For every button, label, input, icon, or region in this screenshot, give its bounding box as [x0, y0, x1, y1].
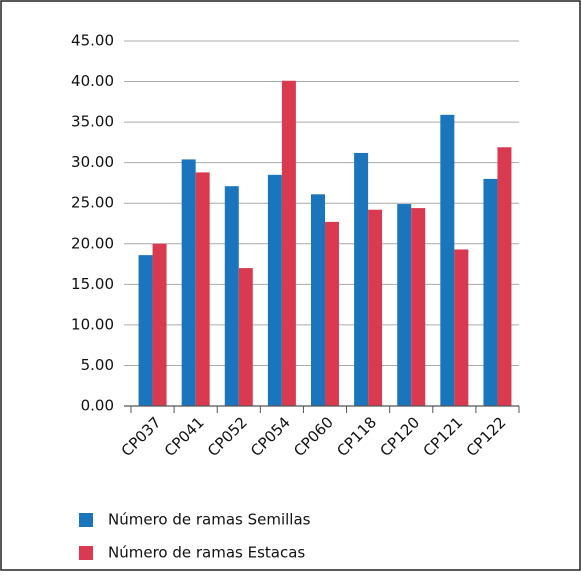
- bar: [325, 221, 339, 406]
- bar: [152, 243, 167, 406]
- legend-label: Número de ramas Semillas: [108, 511, 311, 529]
- bar: [411, 208, 426, 406]
- bar: [181, 159, 196, 406]
- y-tick-label: 5.00: [81, 356, 114, 374]
- y-tick-label: 35.00: [71, 113, 114, 131]
- bar: [224, 186, 239, 406]
- bar: [440, 114, 455, 407]
- bar: [238, 268, 253, 406]
- bar: [311, 194, 325, 406]
- y-tick-label: 25.00: [71, 194, 114, 212]
- bar: [497, 147, 512, 406]
- bar: [195, 172, 210, 406]
- bar: [454, 249, 469, 406]
- y-tick-label: 10.00: [71, 315, 114, 333]
- legend-swatch: [79, 513, 93, 527]
- y-tick-label: 20.00: [71, 234, 114, 252]
- y-tick-label: 45.00: [71, 32, 114, 50]
- legend-label: Número de ramas Estacas: [108, 544, 305, 562]
- bar: [483, 178, 498, 406]
- bar: [267, 174, 282, 406]
- bar: [281, 80, 296, 406]
- y-tick-label: 40.00: [71, 72, 114, 90]
- bar: [138, 255, 153, 406]
- y-tick-label: 15.00: [71, 275, 114, 293]
- y-tick-label: 30.00: [71, 153, 114, 171]
- bar: [368, 209, 383, 406]
- bar: [397, 204, 412, 406]
- y-tick-label: 0.00: [81, 397, 114, 415]
- legend-swatch: [79, 546, 93, 560]
- bar: [354, 152, 369, 406]
